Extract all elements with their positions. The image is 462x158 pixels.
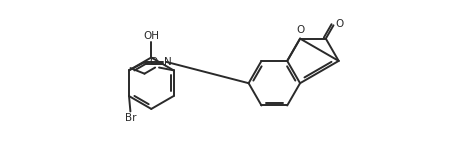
Text: O: O bbox=[335, 19, 343, 30]
Text: N: N bbox=[164, 57, 172, 67]
Text: OH: OH bbox=[143, 31, 159, 41]
Text: O: O bbox=[296, 25, 304, 35]
Text: Br: Br bbox=[125, 113, 136, 123]
Text: O: O bbox=[150, 57, 158, 67]
